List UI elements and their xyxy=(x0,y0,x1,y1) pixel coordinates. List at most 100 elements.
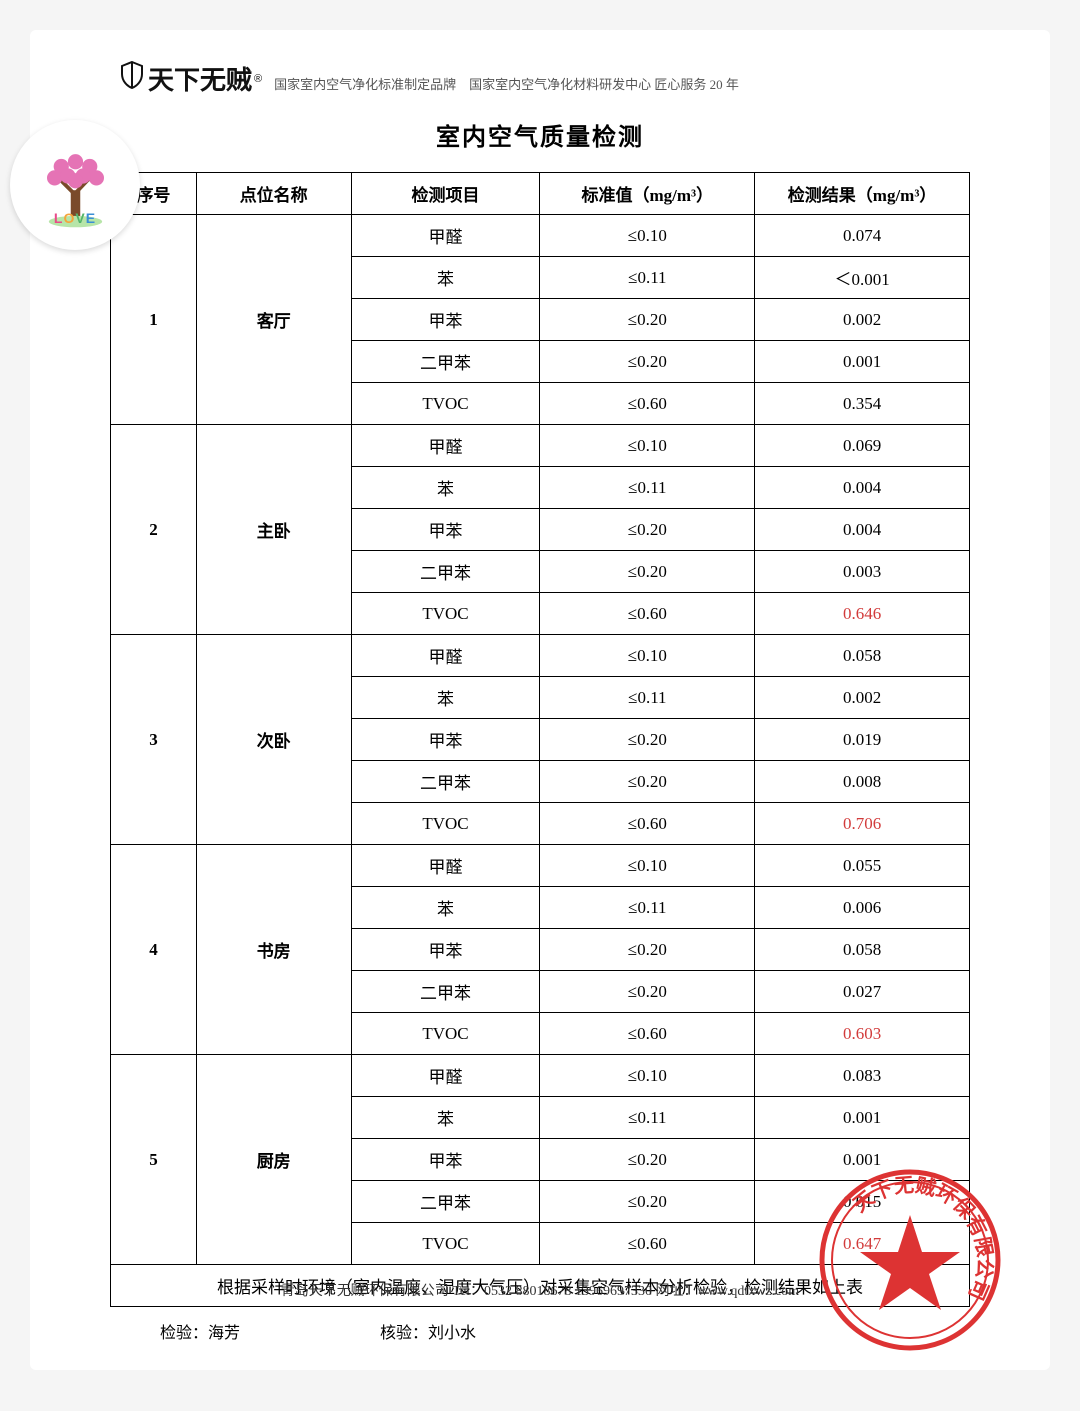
cell-item: 苯 xyxy=(351,467,540,509)
cell-standard: ≤0.10 xyxy=(540,215,755,257)
cell-standard: ≤0.60 xyxy=(540,1223,755,1265)
cell-standard: ≤0.20 xyxy=(540,299,755,341)
cell-standard: ≤0.20 xyxy=(540,551,755,593)
cell-item: 甲苯 xyxy=(351,509,540,551)
col-result: 检测结果（mg/m³） xyxy=(755,173,970,215)
cell-standard: ≤0.20 xyxy=(540,971,755,1013)
cell-standard: ≤0.11 xyxy=(540,677,755,719)
cell-item: TVOC xyxy=(351,593,540,635)
cell-item: 甲醛 xyxy=(351,845,540,887)
table-row: 1客厅甲醛≤0.100.074 xyxy=(111,215,970,257)
watermark-badge-icon: LOVE xyxy=(10,120,140,250)
cell-item: 二甲苯 xyxy=(351,1181,540,1223)
report-title: 室内空气质量检测 xyxy=(110,117,970,152)
table-row: 3次卧甲醛≤0.100.058 xyxy=(111,635,970,677)
cell-item: 苯 xyxy=(351,677,540,719)
cell-result: 0.058 xyxy=(755,929,970,971)
header-row: 天下无贼 ® 国家室内空气净化标准制定品牌 国家室内空气净化材料研发中心 匠心服… xyxy=(120,60,970,97)
verify-name: 刘小水 xyxy=(428,1325,476,1342)
verify-label: 核验： xyxy=(380,1325,428,1342)
cell-item: 甲苯 xyxy=(351,299,540,341)
table-row: 4书房甲醛≤0.100.055 xyxy=(111,845,970,887)
brand-tagline: 国家室内空气净化标准制定品牌 国家室内空气净化材料研发中心 匠心服务 20 年 xyxy=(274,74,739,93)
cell-item: 甲醛 xyxy=(351,425,540,467)
cell-standard: ≤0.11 xyxy=(540,1097,755,1139)
cell-result: 0.019 xyxy=(755,719,970,761)
cell-result: 0.002 xyxy=(755,299,970,341)
table-row: 5厨房甲醛≤0.100.083 xyxy=(111,1055,970,1097)
cell-item: TVOC xyxy=(351,803,540,845)
col-standard: 标准值（mg/m³） xyxy=(540,173,755,215)
cell-serial: 5 xyxy=(111,1055,197,1265)
cell-result: 0.001 xyxy=(755,1097,970,1139)
cell-item: 苯 xyxy=(351,257,540,299)
cell-item: 二甲苯 xyxy=(351,341,540,383)
brand-logo: 天下无贼 ® xyxy=(120,60,262,97)
cell-result: 0.706 xyxy=(755,803,970,845)
cell-result: 0.004 xyxy=(755,509,970,551)
cell-standard: ≤0.20 xyxy=(540,341,755,383)
cell-result: 0.055 xyxy=(755,845,970,887)
inspect-label: 检验： xyxy=(160,1325,208,1342)
cell-item: TVOC xyxy=(351,383,540,425)
report-page: 天下无贼 ® 国家室内空气净化标准制定品牌 国家室内空气净化材料研发中心 匠心服… xyxy=(30,30,1050,1370)
cell-result: 0.603 xyxy=(755,1013,970,1055)
cell-location: 主卧 xyxy=(196,425,351,635)
col-location: 点位名称 xyxy=(196,173,351,215)
cell-item: 甲醛 xyxy=(351,215,540,257)
shield-icon xyxy=(120,61,144,96)
cell-serial: 1 xyxy=(111,215,197,425)
cell-item: 甲苯 xyxy=(351,1139,540,1181)
cell-result: ＜0.001 xyxy=(755,257,970,299)
cell-location: 书房 xyxy=(196,845,351,1055)
cell-result: 0.354 xyxy=(755,383,970,425)
cell-location: 次卧 xyxy=(196,635,351,845)
cell-standard: ≤0.20 xyxy=(540,929,755,971)
cell-result: 0.058 xyxy=(755,635,970,677)
cell-item: 甲苯 xyxy=(351,719,540,761)
cell-item: 二甲苯 xyxy=(351,761,540,803)
col-item: 检测项目 xyxy=(351,173,540,215)
cell-standard: ≤0.60 xyxy=(540,383,755,425)
results-table: 序号 点位名称 检测项目 标准值（mg/m³） 检测结果（mg/m³） 1客厅甲… xyxy=(110,172,970,1307)
cell-result: 0.008 xyxy=(755,761,970,803)
cell-standard: ≤0.60 xyxy=(540,1013,755,1055)
inspector: 检验：海芳 xyxy=(160,1319,240,1343)
cell-item: 甲醛 xyxy=(351,1055,540,1097)
cell-standard: ≤0.11 xyxy=(540,257,755,299)
cell-standard: ≤0.20 xyxy=(540,1139,755,1181)
cell-result: 0.002 xyxy=(755,677,970,719)
cell-result: 0.069 xyxy=(755,425,970,467)
cell-standard: ≤0.60 xyxy=(540,803,755,845)
watermark-text: LOVE xyxy=(54,210,96,226)
cell-standard: ≤0.20 xyxy=(540,761,755,803)
cell-serial: 2 xyxy=(111,425,197,635)
cell-result: 0.083 xyxy=(755,1055,970,1097)
cell-result: 0.006 xyxy=(755,887,970,929)
cell-result: 0.074 xyxy=(755,215,970,257)
inspect-name: 海芳 xyxy=(208,1325,240,1342)
table-row: 2主卧甲醛≤0.100.069 xyxy=(111,425,970,467)
cell-result: 0.646 xyxy=(755,593,970,635)
cell-result: 0.027 xyxy=(755,971,970,1013)
table-header-row: 序号 点位名称 检测项目 标准值（mg/m³） 检测结果（mg/m³） xyxy=(111,173,970,215)
cell-item: 甲醛 xyxy=(351,635,540,677)
cell-serial: 4 xyxy=(111,845,197,1055)
cell-serial: 3 xyxy=(111,635,197,845)
cell-standard: ≤0.10 xyxy=(540,425,755,467)
cell-item: 二甲苯 xyxy=(351,971,540,1013)
cell-result: 0.004 xyxy=(755,467,970,509)
cell-standard: ≤0.60 xyxy=(540,593,755,635)
cell-item: TVOC xyxy=(351,1013,540,1055)
cell-location: 厨房 xyxy=(196,1055,351,1265)
cell-item: 二甲苯 xyxy=(351,551,540,593)
cell-result: 0.003 xyxy=(755,551,970,593)
cell-item: 苯 xyxy=(351,1097,540,1139)
cell-location: 客厅 xyxy=(196,215,351,425)
registered-mark: ® xyxy=(254,73,262,85)
cell-standard: ≤0.20 xyxy=(540,719,755,761)
cell-standard: ≤0.11 xyxy=(540,467,755,509)
cell-standard: ≤0.10 xyxy=(540,845,755,887)
cell-standard: ≤0.20 xyxy=(540,509,755,551)
cell-standard: ≤0.10 xyxy=(540,1055,755,1097)
